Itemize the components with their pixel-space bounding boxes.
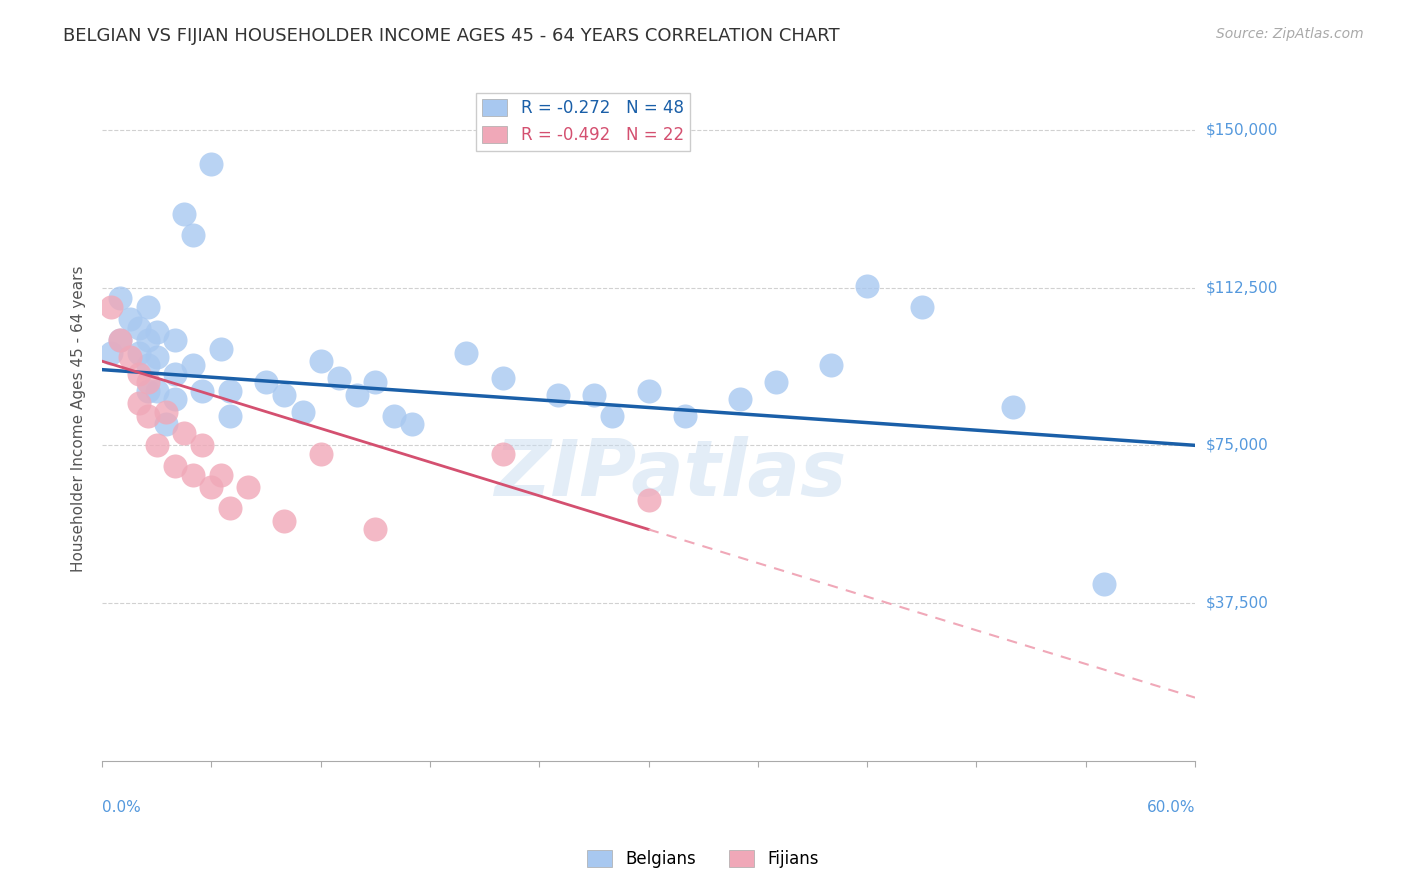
Point bbox=[765, 376, 787, 390]
Point bbox=[492, 371, 515, 385]
Point bbox=[637, 384, 659, 398]
Point bbox=[110, 333, 132, 347]
Point bbox=[582, 388, 605, 402]
Point bbox=[547, 388, 569, 402]
Point bbox=[128, 367, 150, 381]
Text: $75,000: $75,000 bbox=[1206, 438, 1268, 453]
Point bbox=[1001, 401, 1024, 415]
Point bbox=[173, 425, 195, 440]
Text: 60.0%: 60.0% bbox=[1146, 799, 1195, 814]
Legend: R = -0.272   N = 48, R = -0.492   N = 22: R = -0.272 N = 48, R = -0.492 N = 22 bbox=[475, 93, 690, 151]
Point bbox=[118, 350, 141, 364]
Point bbox=[100, 300, 122, 314]
Point bbox=[637, 493, 659, 508]
Point bbox=[911, 300, 934, 314]
Point bbox=[492, 447, 515, 461]
Point bbox=[218, 384, 240, 398]
Point bbox=[209, 342, 232, 356]
Point bbox=[273, 388, 295, 402]
Point bbox=[200, 156, 222, 170]
Point bbox=[200, 480, 222, 494]
Point bbox=[254, 376, 277, 390]
Text: ZIPatlas: ZIPatlas bbox=[495, 435, 846, 512]
Point bbox=[181, 467, 204, 482]
Point bbox=[165, 459, 187, 474]
Point bbox=[146, 438, 169, 452]
Point bbox=[181, 359, 204, 373]
Point bbox=[181, 228, 204, 243]
Point bbox=[820, 359, 842, 373]
Point bbox=[110, 291, 132, 305]
Point bbox=[346, 388, 368, 402]
Point bbox=[136, 409, 159, 423]
Point bbox=[146, 350, 169, 364]
Text: 0.0%: 0.0% bbox=[103, 799, 141, 814]
Point bbox=[146, 384, 169, 398]
Point bbox=[155, 405, 177, 419]
Point bbox=[209, 467, 232, 482]
Point bbox=[364, 376, 387, 390]
Point bbox=[600, 409, 623, 423]
Point bbox=[856, 278, 879, 293]
Text: Source: ZipAtlas.com: Source: ZipAtlas.com bbox=[1216, 27, 1364, 41]
Point bbox=[364, 523, 387, 537]
Point bbox=[165, 367, 187, 381]
Text: $150,000: $150,000 bbox=[1206, 122, 1278, 137]
Legend: Belgians, Fijians: Belgians, Fijians bbox=[581, 843, 825, 875]
Point bbox=[173, 207, 195, 221]
Point bbox=[136, 333, 159, 347]
Point bbox=[218, 501, 240, 516]
Text: $37,500: $37,500 bbox=[1206, 596, 1270, 610]
Point bbox=[165, 333, 187, 347]
Point bbox=[191, 384, 214, 398]
Point bbox=[128, 346, 150, 360]
Point bbox=[382, 409, 405, 423]
Text: $112,500: $112,500 bbox=[1206, 280, 1278, 295]
Point bbox=[110, 333, 132, 347]
Point bbox=[673, 409, 696, 423]
Y-axis label: Householder Income Ages 45 - 64 years: Householder Income Ages 45 - 64 years bbox=[72, 266, 86, 573]
Point bbox=[273, 514, 295, 528]
Point bbox=[401, 417, 423, 432]
Point bbox=[309, 354, 332, 368]
Point bbox=[128, 320, 150, 334]
Point bbox=[100, 346, 122, 360]
Point bbox=[191, 438, 214, 452]
Point bbox=[328, 371, 350, 385]
Point bbox=[136, 384, 159, 398]
Point bbox=[236, 480, 259, 494]
Point bbox=[309, 447, 332, 461]
Point bbox=[165, 392, 187, 406]
Text: BELGIAN VS FIJIAN HOUSEHOLDER INCOME AGES 45 - 64 YEARS CORRELATION CHART: BELGIAN VS FIJIAN HOUSEHOLDER INCOME AGE… bbox=[63, 27, 839, 45]
Point bbox=[1092, 577, 1115, 591]
Point bbox=[291, 405, 314, 419]
Point bbox=[456, 346, 478, 360]
Point bbox=[136, 359, 159, 373]
Point bbox=[218, 409, 240, 423]
Point bbox=[128, 396, 150, 410]
Point bbox=[136, 376, 159, 390]
Point bbox=[136, 300, 159, 314]
Point bbox=[155, 417, 177, 432]
Point bbox=[146, 325, 169, 339]
Point bbox=[728, 392, 751, 406]
Point bbox=[118, 312, 141, 326]
